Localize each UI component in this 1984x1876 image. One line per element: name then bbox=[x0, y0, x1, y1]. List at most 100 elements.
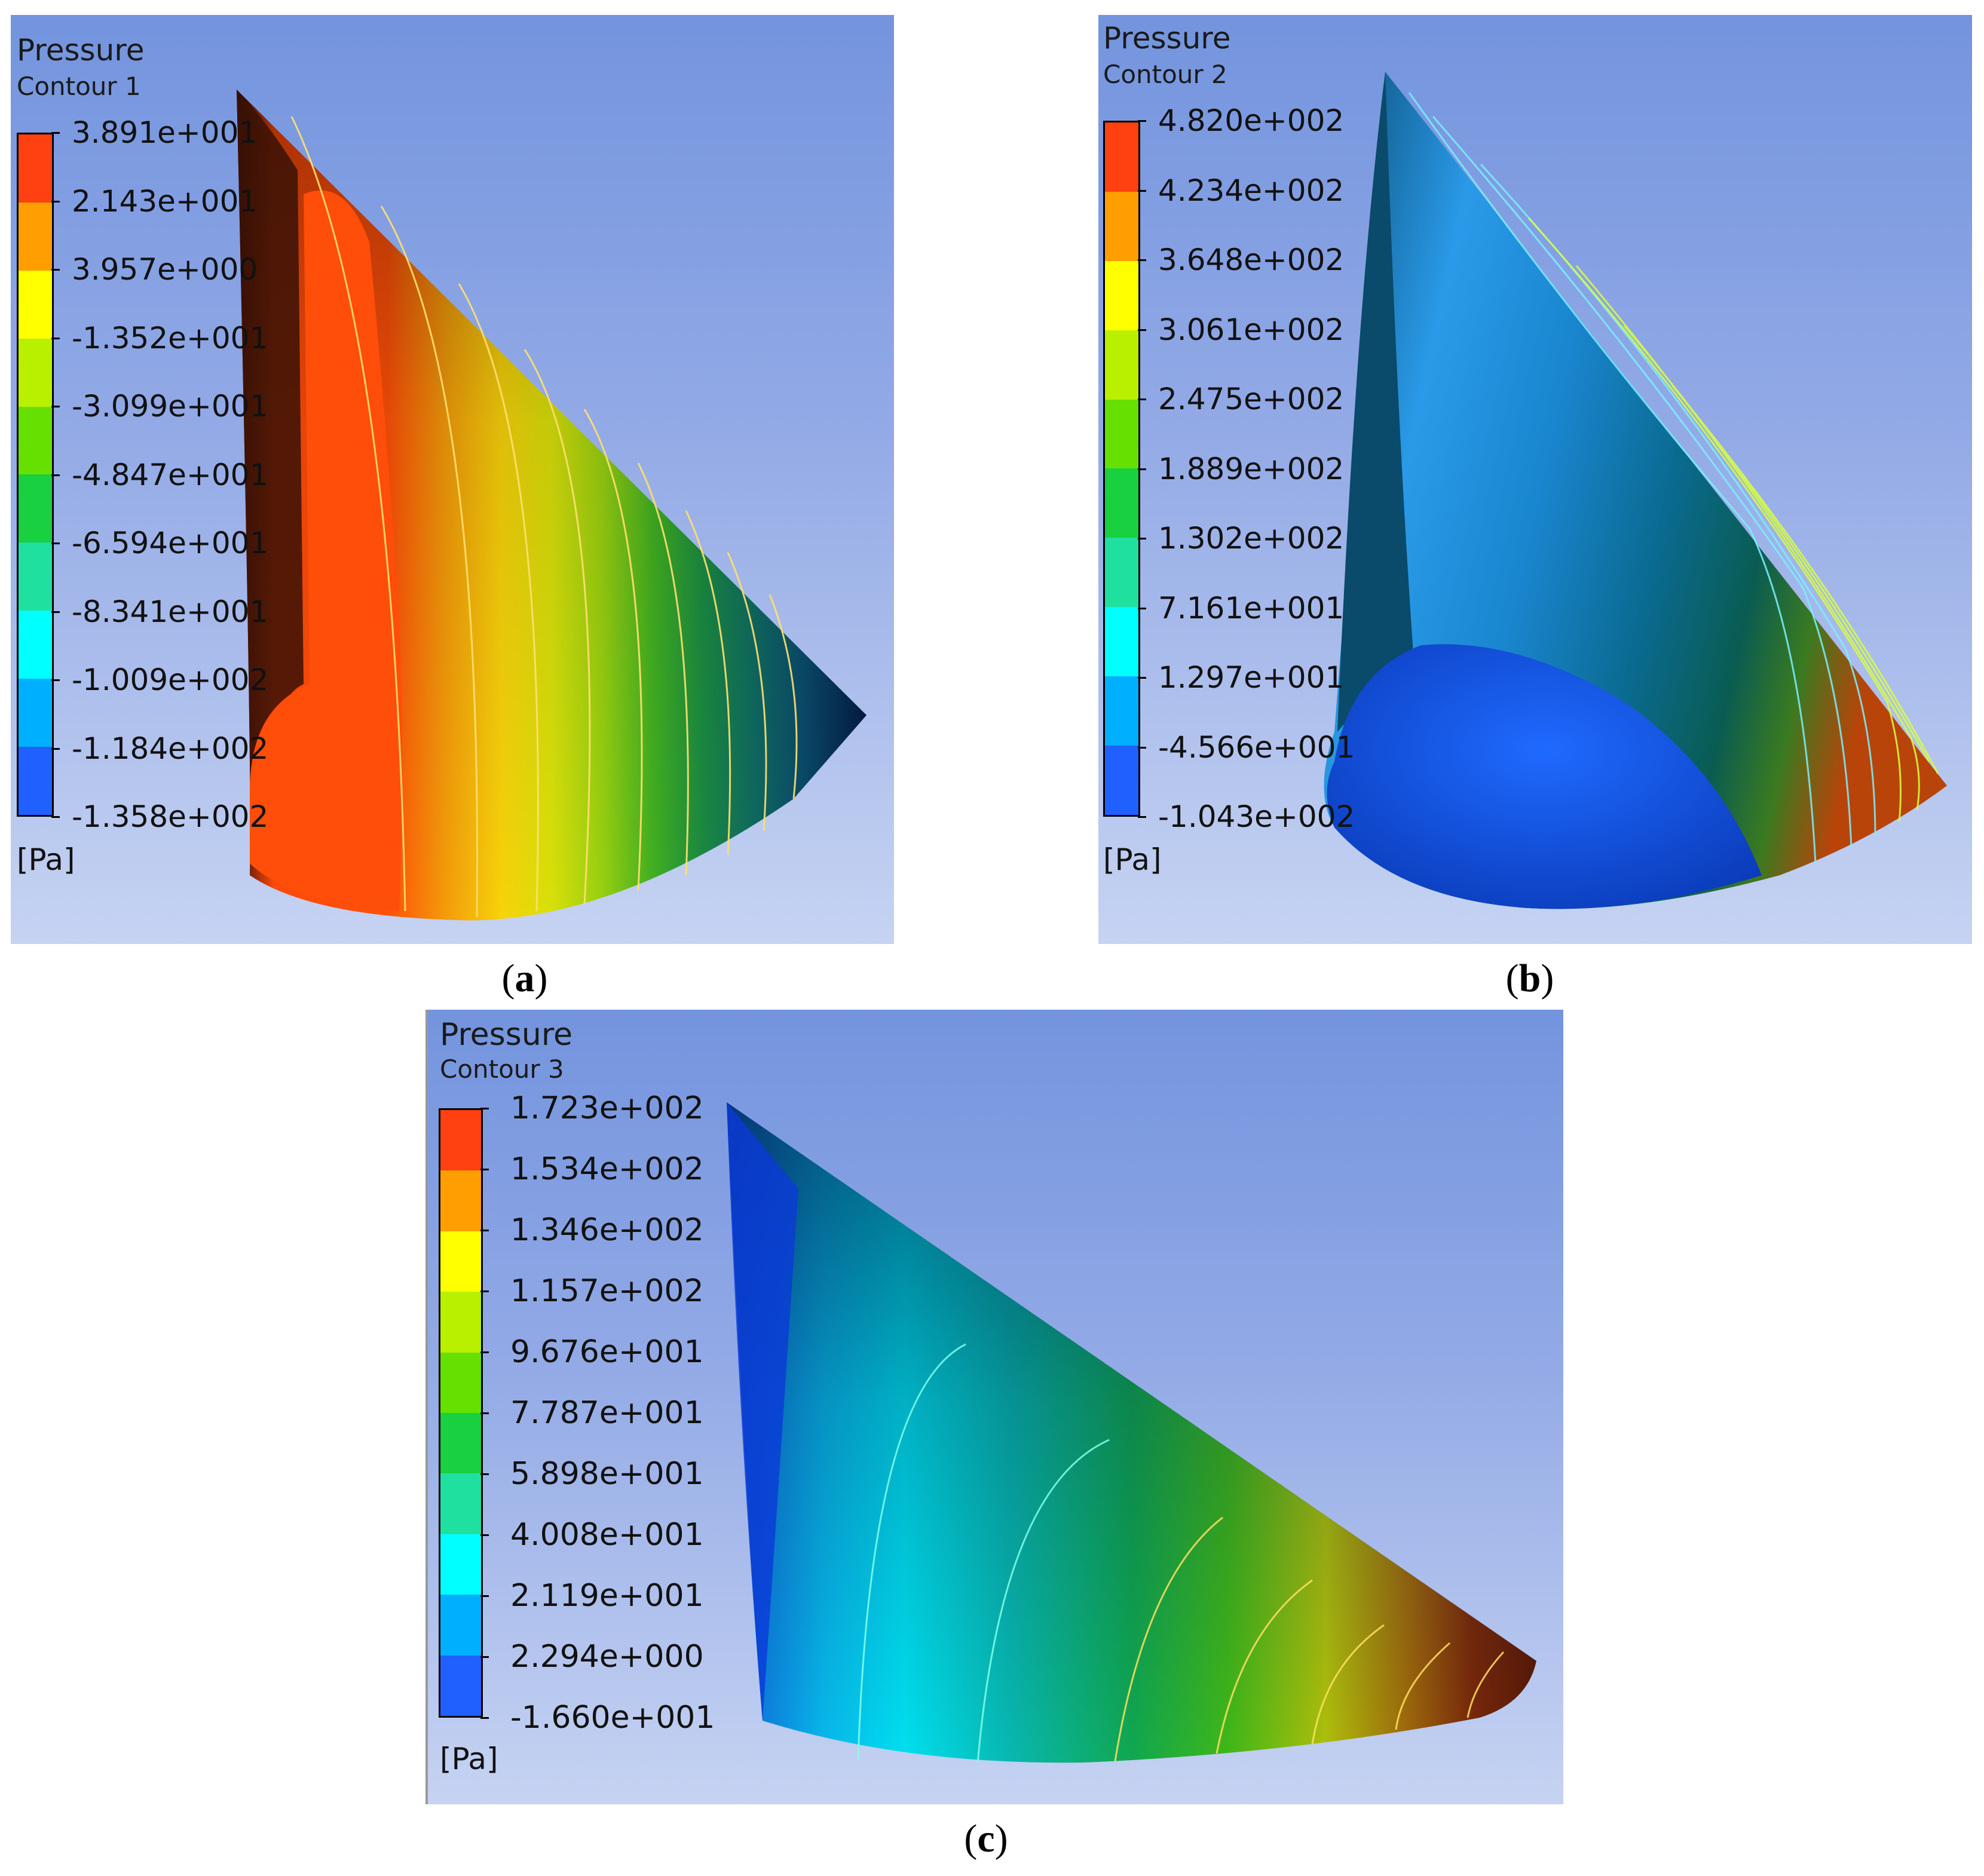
legend-color-bar bbox=[439, 1108, 483, 1718]
legend-level-label: -1.184e+002 bbox=[72, 731, 269, 766]
legend-tick bbox=[51, 269, 60, 271]
legend-level-label: 3.891e+001 bbox=[72, 115, 258, 150]
legend-level-label: 3.957e+000 bbox=[72, 252, 258, 287]
legend-tick bbox=[480, 1351, 489, 1353]
legend-tick bbox=[1138, 746, 1146, 749]
legend-level-label: 2.475e+002 bbox=[1158, 382, 1345, 416]
legend-level-label: -1.660e+001 bbox=[510, 1700, 715, 1736]
legend-tick bbox=[480, 1473, 489, 1475]
legend-tick bbox=[51, 747, 60, 750]
panel-a-unit-label: [Pa] bbox=[17, 842, 75, 877]
legend-color-band bbox=[19, 542, 52, 611]
legend-level-label: 5.898e+001 bbox=[510, 1456, 704, 1492]
legend-color-band bbox=[440, 1595, 481, 1656]
legend-level-label: 2.294e+000 bbox=[510, 1639, 704, 1675]
legend-tick bbox=[51, 474, 60, 476]
legend-tick bbox=[480, 1169, 489, 1170]
legend-tick bbox=[51, 542, 60, 544]
legend-level-label: -4.847e+001 bbox=[72, 457, 269, 492]
panel-c-cone-surface bbox=[727, 1102, 1536, 1764]
legend-level-label: 3.648e+002 bbox=[1158, 243, 1345, 277]
legend-tick bbox=[1138, 607, 1146, 609]
legend-color-band bbox=[19, 202, 52, 271]
legend-tick bbox=[51, 337, 60, 339]
legend-level-label: -6.594e+001 bbox=[72, 526, 269, 560]
panel-a-contour-plot: Pressure Contour 1 [Pa] 3.891e+001 2.143e… bbox=[11, 15, 894, 944]
legend-tick bbox=[1138, 538, 1146, 539]
panel-a-contour-name: Contour 1 bbox=[17, 72, 141, 101]
legend-color-band bbox=[19, 338, 52, 407]
legend-color-band bbox=[1105, 607, 1138, 677]
legend-color-band bbox=[19, 270, 52, 339]
legend-color-band bbox=[1105, 330, 1138, 400]
legend-tick bbox=[1138, 677, 1146, 679]
legend-tick bbox=[1138, 329, 1146, 331]
panel-a-caption: (a) bbox=[501, 957, 548, 1000]
legend-color-bar bbox=[17, 133, 54, 817]
legend-level-label: 3.061e+002 bbox=[1158, 312, 1345, 347]
legend-level-label: 4.234e+002 bbox=[1158, 173, 1345, 208]
legend-color-band bbox=[1105, 468, 1138, 538]
panel-a-variable-title: Pressure bbox=[17, 33, 145, 68]
legend-color-band bbox=[440, 1231, 481, 1292]
legend-color-band bbox=[1105, 191, 1138, 261]
panel-b-variable-title: Pressure bbox=[1103, 21, 1231, 56]
legend-level-label: -8.341e+001 bbox=[72, 594, 269, 629]
legend-level-label: 1.723e+002 bbox=[510, 1090, 704, 1126]
legend-tick bbox=[51, 816, 60, 818]
panel-b-contour-name: Contour 2 bbox=[1103, 60, 1227, 89]
legend-color-band bbox=[19, 406, 52, 475]
legend-level-label: 4.008e+001 bbox=[510, 1517, 704, 1553]
legend-color-band bbox=[440, 1534, 481, 1595]
legend-color-band bbox=[440, 1292, 481, 1353]
legend-color-band bbox=[440, 1655, 481, 1716]
legend-level-label: -1.352e+001 bbox=[72, 320, 269, 355]
panel-c-caption: (c) bbox=[964, 1817, 1008, 1860]
legend-color-band bbox=[1105, 538, 1138, 608]
legend-tick bbox=[51, 679, 60, 681]
legend-color-band bbox=[440, 1170, 481, 1231]
legend-color-band bbox=[19, 474, 52, 543]
legend-tick bbox=[480, 1108, 489, 1109]
legend-tick bbox=[1138, 399, 1146, 400]
legend-color-band bbox=[440, 1412, 481, 1474]
legend-tick bbox=[1138, 120, 1146, 122]
legend-level-label: 2.119e+001 bbox=[510, 1578, 704, 1614]
legend-level-label: 1.889e+002 bbox=[1158, 451, 1345, 486]
legend-color-band bbox=[19, 747, 52, 815]
legend-level-label: 1.297e+001 bbox=[1158, 660, 1345, 695]
legend-color-band bbox=[1105, 399, 1138, 469]
legend-color-band bbox=[1105, 746, 1138, 815]
legend-tick bbox=[480, 1717, 489, 1719]
legend-level-label: 1.346e+002 bbox=[510, 1212, 704, 1248]
panel-c-variable-title: Pressure bbox=[440, 1017, 573, 1053]
legend-level-label: -1.009e+002 bbox=[72, 663, 269, 697]
legend-color-band bbox=[19, 611, 52, 679]
legend-tick bbox=[51, 132, 60, 134]
legend-color-band bbox=[1105, 676, 1138, 746]
legend-tick bbox=[480, 1595, 489, 1597]
legend-tick bbox=[51, 611, 60, 613]
legend-tick bbox=[480, 1290, 489, 1292]
panel-b-unit-label: [Pa] bbox=[1103, 842, 1162, 877]
legend-color-band bbox=[19, 134, 52, 203]
legend-level-label: -1.043e+002 bbox=[1158, 799, 1355, 834]
legend-level-label: -3.099e+001 bbox=[72, 389, 269, 424]
legend-tick bbox=[1138, 468, 1146, 470]
legend-level-label: 1.534e+002 bbox=[510, 1151, 704, 1187]
panel-b-caption: (b) bbox=[1505, 957, 1554, 1000]
panel-c-contour-plot: Pressure Contour 3 [Pa] 1.723e+002 1.534e… bbox=[425, 1010, 1563, 1804]
legend-tick bbox=[480, 1230, 489, 1231]
legend-color-band bbox=[1105, 122, 1138, 192]
legend-tick bbox=[480, 1534, 489, 1536]
legend-level-label: 7.161e+001 bbox=[1158, 590, 1345, 626]
legend-level-label: 2.143e+001 bbox=[72, 183, 258, 219]
panel-b-cone-surface bbox=[1324, 72, 1947, 909]
legend-level-label: -1.358e+002 bbox=[72, 799, 269, 834]
legend-tick bbox=[1138, 816, 1146, 818]
legend-tick bbox=[1138, 189, 1146, 192]
legend-tick bbox=[51, 406, 60, 407]
legend-level-label: -4.566e+001 bbox=[1158, 729, 1355, 765]
legend-color-band bbox=[440, 1110, 481, 1171]
legend-color-band bbox=[440, 1473, 481, 1534]
